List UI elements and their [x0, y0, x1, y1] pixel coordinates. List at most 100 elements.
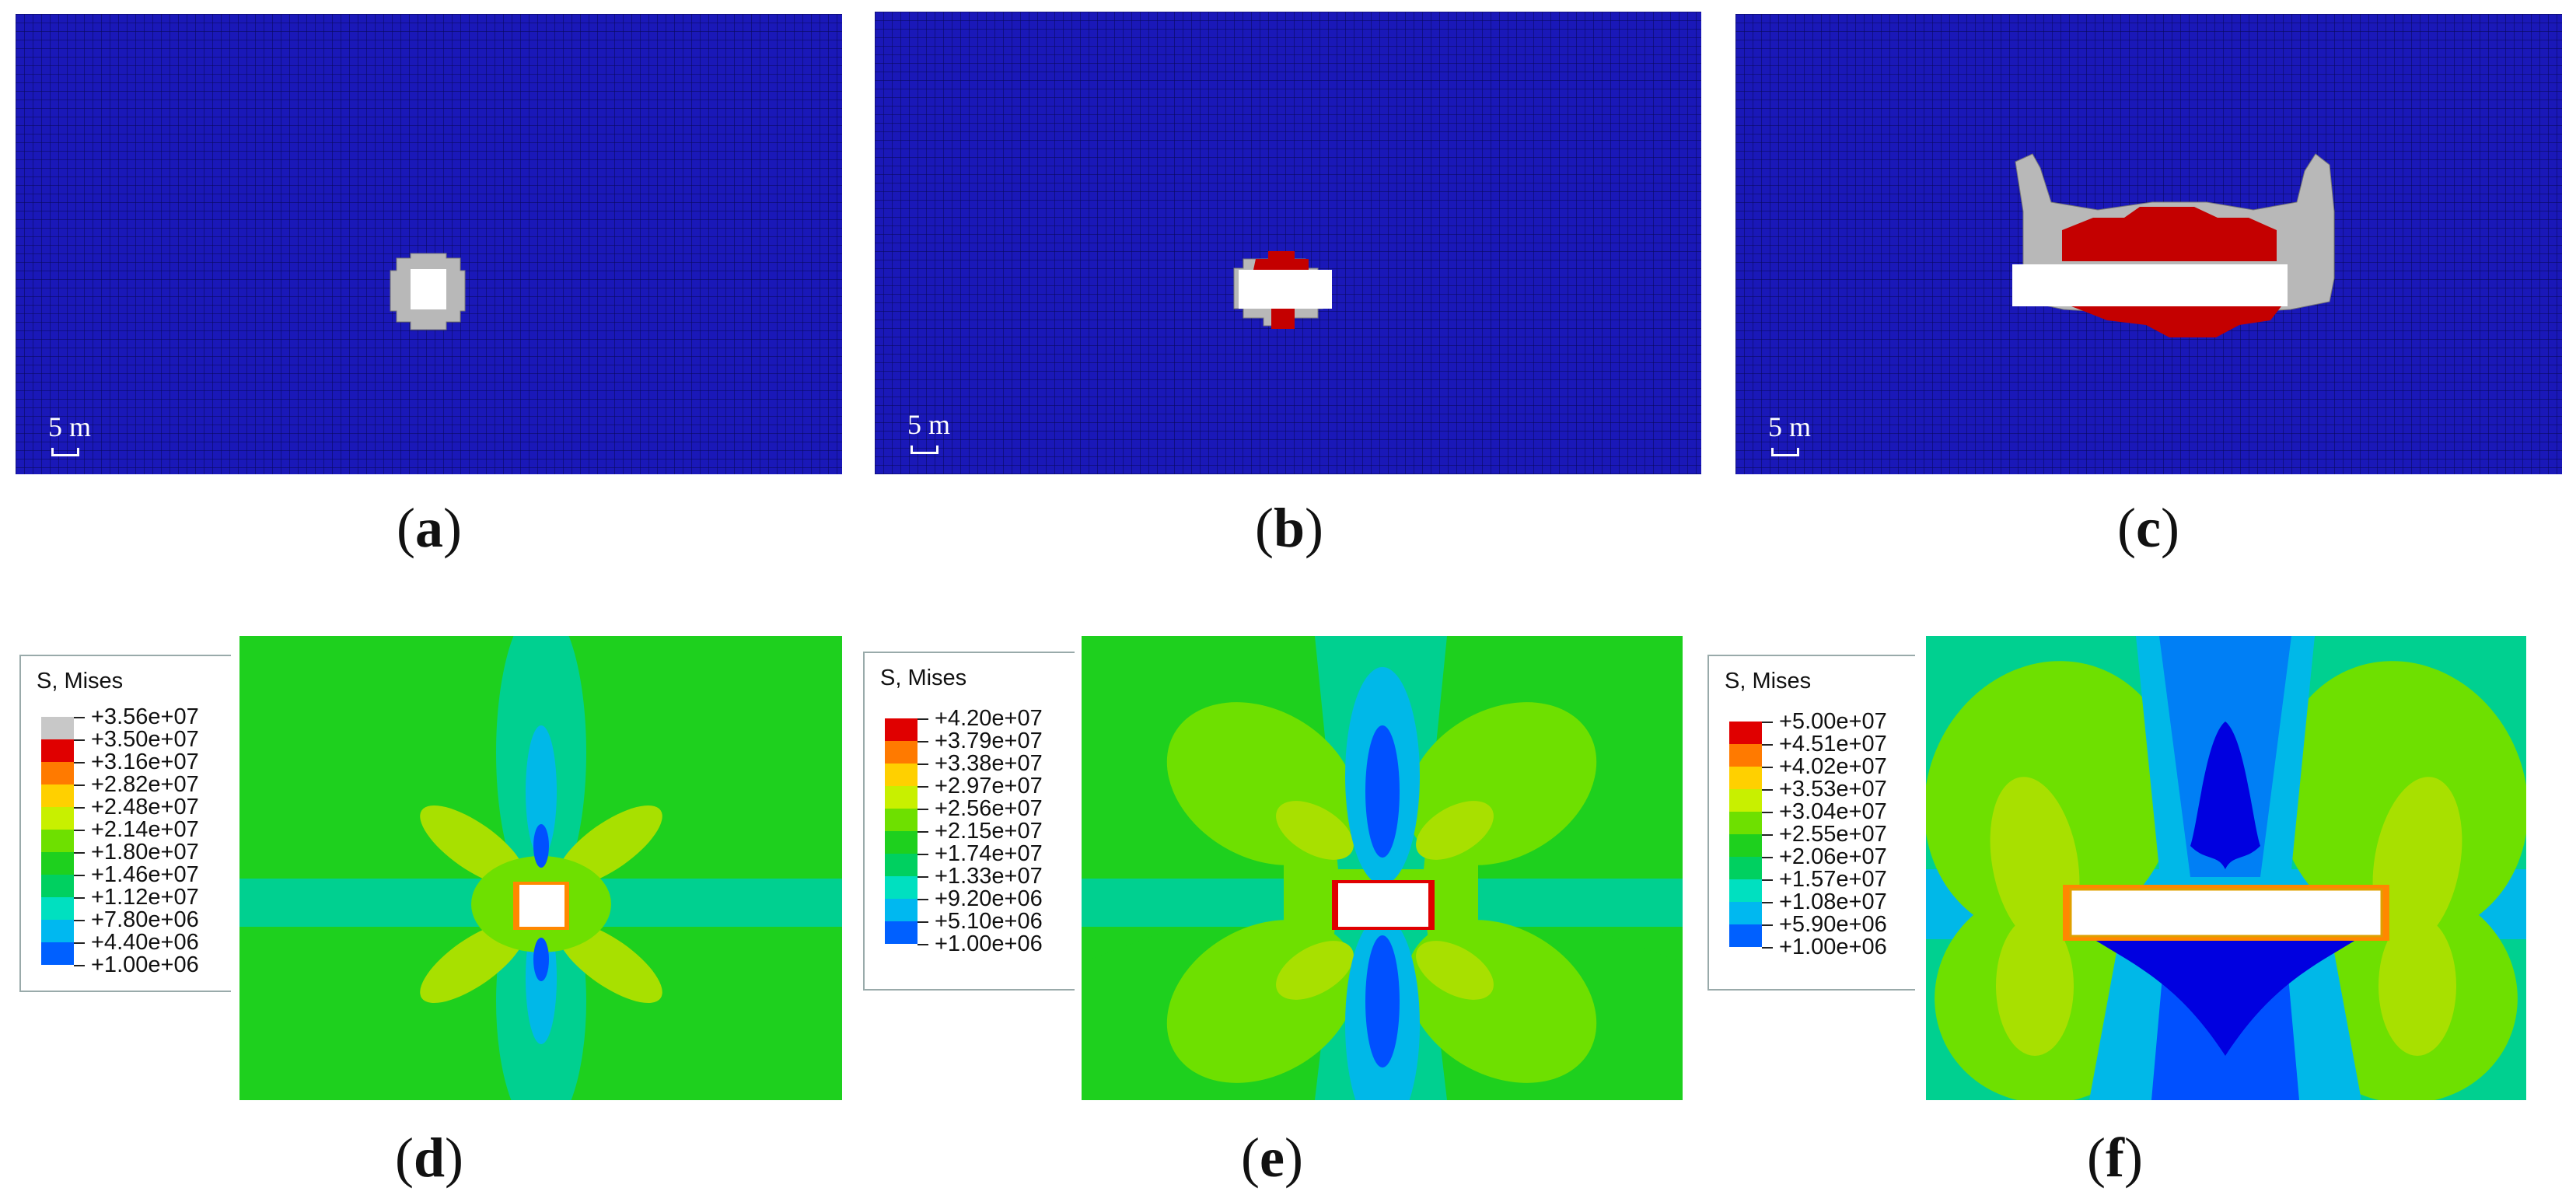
legend-value: +9.20e+06 — [935, 886, 1043, 911]
legend-swatch — [1729, 902, 1762, 924]
stress-contour-f — [1926, 636, 2526, 1100]
scale-bar-b: 5 m — [907, 408, 951, 454]
legend-swatch — [41, 784, 74, 807]
legend-tick — [918, 809, 928, 810]
legend-tick — [1762, 947, 1773, 949]
legend-tick — [1762, 857, 1773, 858]
tunnel-opening-d — [519, 885, 564, 927]
legend-tick — [1762, 902, 1773, 903]
legend-tick — [918, 741, 928, 743]
legend-tick — [74, 717, 85, 718]
legend-swatch — [1729, 857, 1762, 879]
legend-tick — [74, 920, 85, 921]
legend-value: +1.57e+07 — [1779, 867, 1887, 892]
legend-tick — [74, 830, 85, 831]
legend-value: +2.97e+07 — [935, 774, 1043, 798]
legend-swatch — [885, 921, 918, 944]
legend-value: +3.79e+07 — [935, 729, 1043, 753]
legend-tick — [1762, 812, 1773, 813]
legend-tick — [74, 762, 85, 763]
legend-swatch — [41, 942, 74, 965]
legend-value: +3.56e+07 — [91, 704, 199, 729]
tunnel-opening-c — [2012, 264, 2288, 306]
legend-swatch — [41, 875, 74, 897]
tunnel-opening-f — [2069, 888, 2383, 938]
legend-tick — [1762, 834, 1773, 836]
legend-value: +4.51e+07 — [1779, 732, 1887, 756]
tunnel-opening-a — [411, 269, 446, 309]
legend-tick — [918, 944, 928, 945]
scale-label-b: 5 m — [907, 409, 951, 440]
contour-svg-d — [239, 636, 842, 1100]
legend-swatch — [885, 899, 918, 921]
legend-value: +4.02e+07 — [1779, 754, 1887, 779]
legend-tick — [918, 876, 928, 878]
legend-tick — [918, 854, 928, 855]
legend-swatch — [41, 717, 74, 739]
legend-swatch — [41, 739, 74, 762]
legend-tick — [918, 786, 928, 788]
caption-a: (a) — [397, 497, 462, 559]
legend-swatch — [885, 809, 918, 831]
tunnel-opening-e — [1338, 883, 1428, 927]
legend-value: +1.33e+07 — [935, 864, 1043, 889]
legend-value: +2.82e+07 — [91, 772, 199, 797]
legend-value: +1.12e+07 — [91, 885, 199, 910]
scale-label-c: 5 m — [1768, 411, 1812, 442]
legend-tick — [918, 899, 928, 900]
legend-value: +2.06e+07 — [1779, 844, 1887, 869]
legend-swatch — [41, 897, 74, 920]
legend-value: +2.56e+07 — [935, 796, 1043, 821]
legend-tick — [74, 897, 85, 899]
legend-tick — [1762, 722, 1773, 723]
legend-title-d: S, Mises — [37, 669, 124, 694]
legend-swatch — [1729, 834, 1762, 857]
legend-tick — [918, 921, 928, 923]
stress-contour-e — [1082, 636, 1683, 1100]
legend-value: +3.16e+07 — [91, 750, 199, 774]
legend-value: +2.15e+07 — [935, 819, 1043, 844]
legend-swatch — [885, 786, 918, 809]
scale-label-a: 5 m — [48, 411, 92, 442]
legend-swatch — [41, 762, 74, 784]
legend-e: S, Mises +4.20e+07 +3.79e+07 +3.38e+07 +2.9… — [863, 652, 1075, 991]
legend-tick — [918, 831, 928, 833]
legend-title-f: S, Mises — [1725, 669, 1812, 694]
failure-zone-a — [390, 253, 466, 330]
legend-value: +5.00e+07 — [1779, 709, 1887, 734]
mesh-plot-c: 5 m — [1735, 14, 2562, 474]
legend-tick — [74, 942, 85, 944]
scale-bar-c: 5 m — [1768, 411, 1812, 456]
legend-value: +4.20e+07 — [935, 706, 1043, 731]
legend-value: +2.14e+07 — [91, 817, 199, 842]
legend-value: +7.80e+06 — [91, 907, 199, 932]
legend-value: +5.90e+06 — [1779, 912, 1887, 937]
mesh-plot-b: 5 m — [875, 12, 1701, 474]
legend-tick — [74, 852, 85, 854]
legend-swatch — [885, 718, 918, 741]
caption-b: (b) — [1254, 497, 1323, 559]
legend-swatch — [885, 876, 918, 899]
legend-d: S, Mises +3.56e+07 +3.50e+07 +3.16e+07 +2.8… — [19, 655, 231, 992]
legend-tick — [74, 739, 85, 741]
legend-f: S, Mises +5.00e+07 +4.51e+07 +4.02e+07 +3.5… — [1707, 655, 1915, 991]
legend-tick — [1762, 789, 1773, 791]
legend-tick — [918, 718, 928, 720]
legend-swatch — [41, 852, 74, 875]
stress-contour-d — [239, 636, 842, 1100]
legend-value: +1.80e+07 — [91, 840, 199, 865]
legend-value: +1.00e+06 — [935, 931, 1043, 956]
scale-bar-line-a — [51, 448, 79, 456]
failure-zone-b — [1233, 251, 1332, 329]
legend-swatch — [1729, 812, 1762, 834]
legend-swatch — [1729, 924, 1762, 947]
legend-tick — [74, 784, 85, 786]
legend-value: +3.50e+07 — [91, 727, 199, 752]
scale-bar-a: 5 m — [48, 411, 92, 456]
legend-value: +3.38e+07 — [935, 751, 1043, 776]
legend-value: +1.74e+07 — [935, 841, 1043, 866]
legend-tick — [74, 807, 85, 809]
legend-swatch — [41, 807, 74, 830]
legend-swatch — [41, 830, 74, 852]
caption-e: (e) — [1241, 1127, 1303, 1189]
